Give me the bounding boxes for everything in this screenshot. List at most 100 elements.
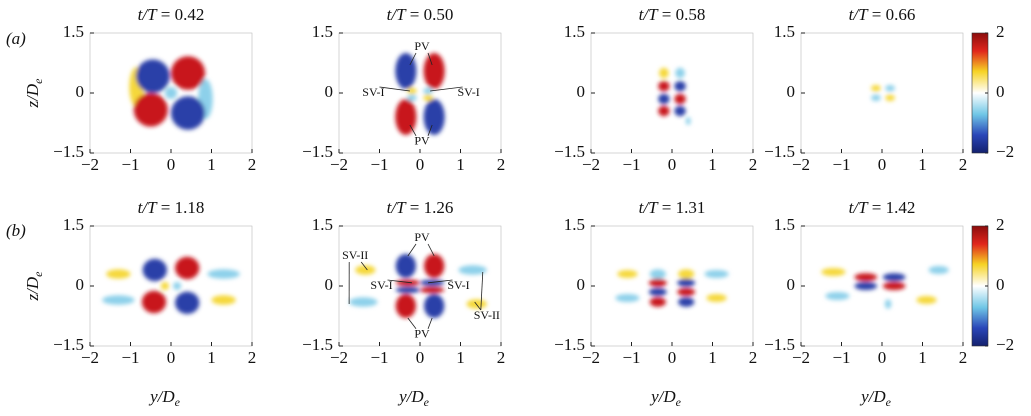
vortex-region [102,295,135,305]
panel: t/T = 1.31 −2 −1 0 1 2 −1.5 0 1.5 y/De [554,198,757,409]
vortex-region [164,87,178,99]
vortex-region [674,81,686,92]
annotation-arrow [430,86,463,92]
x-tick-label: −2 [582,348,600,367]
x-tick-label: 1 [918,348,927,367]
vorticity-field [129,56,213,130]
vortex-region [678,297,695,307]
vortex-region [648,288,667,296]
vortex-region [141,290,167,314]
colorbar-tick-label: 0 [996,275,1005,294]
x-tick-label: 1 [708,348,717,367]
x-tick-label: 0 [167,348,176,367]
x-tick-label: 2 [959,348,968,367]
x-tick-label: 0 [416,348,425,367]
annotation-arrow [387,279,412,284]
vorticity-field [658,67,691,125]
vorticity-field [615,269,729,307]
x-tick-label: 0 [416,155,425,174]
x-tick-label: 1 [918,155,927,174]
y-tick-label: 0 [76,275,85,294]
x-axis-label: y/De [649,387,682,409]
annotation-arrow [409,52,417,66]
annotation: SV-I [370,278,392,292]
vortex-region [395,99,417,135]
x-tick-label: −2 [81,155,99,174]
vortex-region [649,297,666,307]
annotation: SV-I [362,85,384,99]
vortex-region [420,279,445,286]
vortex-region [106,269,131,279]
plot-area [800,32,964,154]
annotation-arrow [407,317,417,330]
vortex-region [677,288,696,296]
panel-title: t/T = 0.66 [849,5,916,24]
vortex-region [175,291,200,314]
y-tick-label: −1.5 [764,142,795,161]
vortex-region [420,286,445,294]
y-tick-label: 0 [325,82,334,101]
vortex-region [825,292,850,300]
annotation-arrow [427,124,433,136]
annotation-arrow [379,86,410,92]
annotation: SV-I [447,278,469,292]
y-tick-label: 1.5 [774,215,795,234]
vortex-region [928,266,949,274]
vortex-region [821,268,846,276]
annotation: SV-II [474,308,500,322]
plot-area [338,225,502,347]
vortex-region [135,59,170,93]
colorbar-tick-label: −2 [996,142,1014,161]
vortex-region [885,94,895,102]
vortex-region [173,282,182,290]
vortex-region [658,105,670,117]
annotation: SV-I [457,85,479,99]
vortex-region [133,93,168,127]
vortex-region [142,258,167,282]
annotation: PV [414,230,430,244]
panel-label: (b) [6,221,26,240]
vortex-region [395,294,416,318]
annotation: PV [414,327,430,341]
annotation-arrow [427,317,433,329]
vortex-region [658,93,670,105]
x-tick-label: 2 [248,348,257,367]
y-tick-label: 0 [325,275,334,294]
vortex-region [395,279,420,286]
y-tick-label: −1.5 [302,335,333,354]
x-tick-label: 0 [668,348,677,367]
annotation: SV-II [342,248,368,262]
vortex-region [171,96,206,130]
vortex-region [407,94,417,102]
x-tick-label: 1 [456,155,465,174]
x-tick-label: −1 [622,348,640,367]
vortex-region [916,296,937,304]
y-axis-label: z/De [23,78,45,109]
panel-title: t/T = 0.50 [387,5,454,24]
vortex-region [704,270,729,278]
x-tick-label: −1 [832,348,850,367]
y-tick-label: 1.5 [564,22,585,41]
annotation: PV [414,134,430,148]
x-tick-label: −2 [582,155,600,174]
y-tick-label: 0 [577,82,586,101]
annotation-arrow [428,279,453,284]
colorbar-tick-label: 2 [996,215,1005,234]
vortex-region [423,99,445,135]
vortex-region [175,256,200,280]
vortex-region [706,294,727,302]
x-tick-label: −1 [370,348,388,367]
x-tick-label: 1 [207,348,216,367]
y-tick-label: 1.5 [63,22,84,41]
vortex-region [649,269,666,279]
vortex-region [171,56,206,90]
y-tick-label: 1.5 [312,22,333,41]
panel-title: t/T = 0.58 [639,5,706,24]
y-tick-label: −1.5 [764,335,795,354]
y-tick-label: −1.5 [554,335,585,354]
colorbar-tick-label: 2 [996,22,1005,41]
x-axis-label: y/De [148,387,181,409]
vortex-region [424,294,445,318]
x-tick-label: −2 [792,155,810,174]
panel-title: t/T = 1.31 [639,198,706,217]
